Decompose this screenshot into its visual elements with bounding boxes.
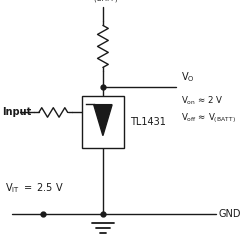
Bar <box>82 96 124 148</box>
Text: TL1431: TL1431 <box>130 117 166 127</box>
Text: Input: Input <box>2 107 32 118</box>
Text: $\mathsf{V_{on}}$$\mathsf{\ ≈\ 2\ V}$: $\mathsf{V_{on}}$$\mathsf{\ ≈\ 2\ V}$ <box>181 95 224 107</box>
Text: $\mathsf{V_{IT}}$$\mathsf{\ =\ 2.5\ V}$: $\mathsf{V_{IT}}$$\mathsf{\ =\ 2.5\ V}$ <box>5 181 64 195</box>
Text: $\mathsf{V_O}$: $\mathsf{V_O}$ <box>181 71 195 84</box>
Text: GND: GND <box>218 209 241 219</box>
Text: $\mathsf{V_{(BATT)}}$: $\mathsf{V_{(BATT)}}$ <box>87 0 119 6</box>
Polygon shape <box>94 105 112 136</box>
Text: $\mathsf{V_{off}}$$\mathsf{\ ≈\ V_{(BATT)}}$: $\mathsf{V_{off}}$$\mathsf{\ ≈\ V_{(BATT… <box>181 111 236 125</box>
